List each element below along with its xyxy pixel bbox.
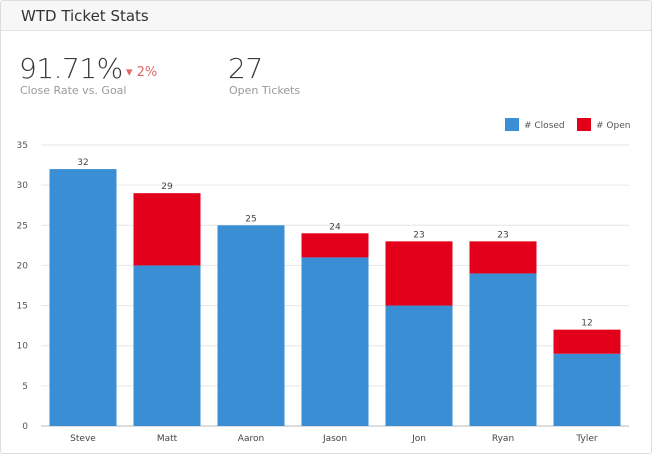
bar-open bbox=[301, 233, 369, 258]
legend-swatch bbox=[577, 118, 591, 131]
bar-total-label: 12 bbox=[581, 319, 592, 329]
y-tick-label: 5 bbox=[22, 382, 28, 392]
y-tick-label: 0 bbox=[22, 422, 28, 432]
bar-closed bbox=[49, 169, 117, 427]
x-tick-label: Jon bbox=[411, 434, 426, 444]
card-title: WTD Ticket Stats bbox=[21, 7, 149, 25]
close-rate-value: 91.71% bbox=[19, 52, 123, 85]
bar-closed bbox=[469, 273, 537, 426]
bar-total-label: 25 bbox=[245, 214, 256, 224]
x-tick-label: Ryan bbox=[492, 434, 514, 444]
bar-total-label: 24 bbox=[329, 222, 341, 232]
bar-open bbox=[553, 329, 621, 354]
legend-swatch bbox=[505, 118, 519, 131]
open-tickets-value: 27 bbox=[228, 52, 263, 85]
y-tick-label: 20 bbox=[17, 261, 29, 271]
x-tick-label: Matt bbox=[157, 434, 178, 444]
bar-closed bbox=[553, 353, 621, 426]
y-tick-label: 25 bbox=[17, 221, 28, 231]
bar-open bbox=[385, 241, 453, 306]
x-tick-label: Steve bbox=[70, 434, 96, 444]
y-tick-label: 15 bbox=[17, 302, 28, 312]
bar-closed bbox=[217, 225, 285, 426]
card-header bbox=[1, 1, 651, 31]
x-tick-label: Aaron bbox=[238, 434, 264, 444]
bar-total-label: 29 bbox=[161, 182, 173, 192]
x-tick-label: Jason bbox=[322, 434, 347, 444]
bar-total-label: 23 bbox=[413, 230, 424, 240]
close-rate-delta: ▾ 2% bbox=[126, 65, 158, 80]
close-rate-label: Close Rate vs. Goal bbox=[20, 84, 127, 97]
bar-closed bbox=[301, 257, 369, 426]
y-tick-label: 35 bbox=[17, 141, 28, 151]
y-tick-label: 30 bbox=[17, 181, 29, 191]
bar-total-label: 32 bbox=[77, 158, 88, 168]
legend-label: # Closed bbox=[524, 121, 565, 131]
bar-closed bbox=[133, 265, 201, 426]
open-tickets-label: Open Tickets bbox=[229, 84, 301, 97]
bar-closed bbox=[385, 305, 453, 426]
bar-open bbox=[133, 193, 201, 266]
bar-open bbox=[469, 241, 537, 274]
x-tick-label: Tyler bbox=[575, 434, 597, 444]
y-tick-label: 10 bbox=[17, 342, 29, 352]
bar-total-label: 23 bbox=[497, 230, 508, 240]
legend-label: # Open bbox=[596, 121, 630, 131]
